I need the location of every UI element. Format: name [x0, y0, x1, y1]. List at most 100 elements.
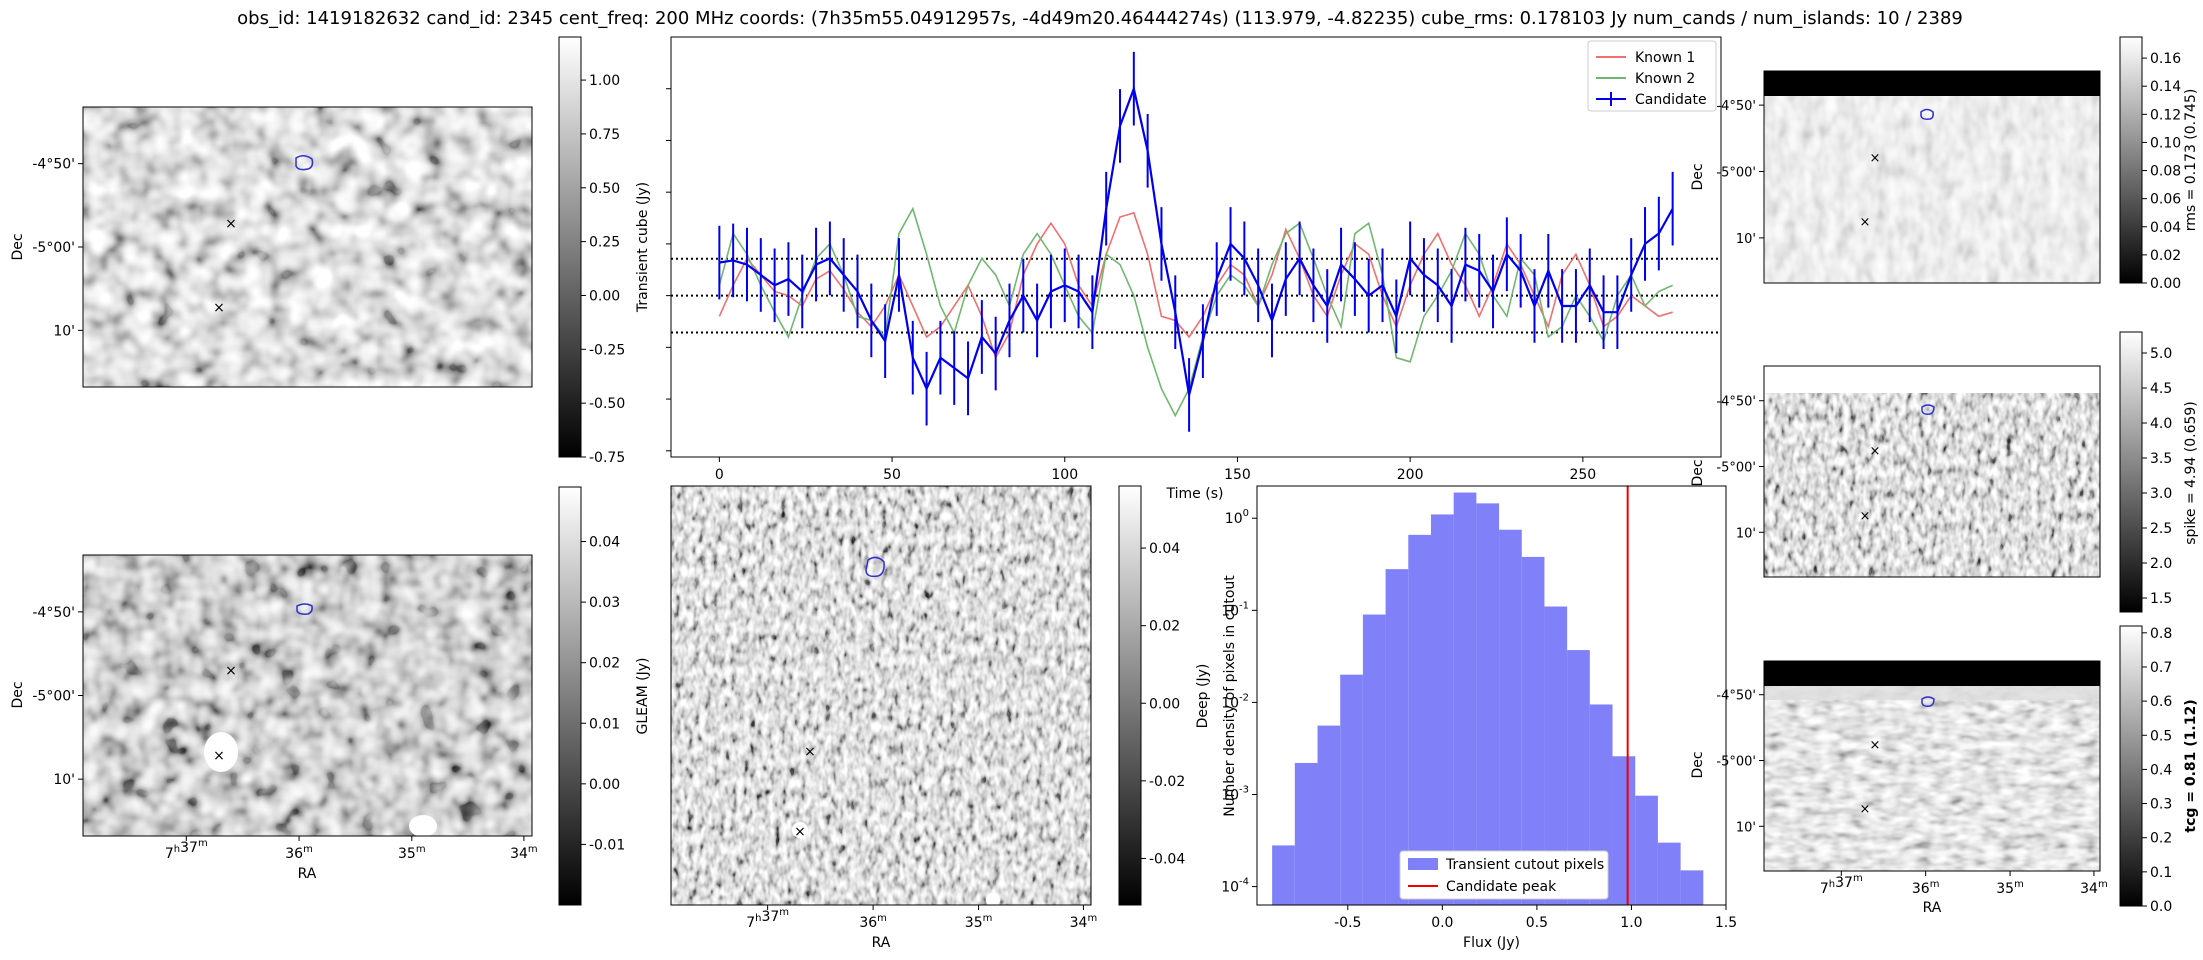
light-curve-chart: 0 50 100 150 200 250 Time (s) Transient cube (J…	[635, 36, 1722, 502]
colorbar-tick-label: 0.16	[2150, 51, 2181, 67]
transient-colorbar: 1.00 0.75 0.50 0.25 0.00 -0.25 -0.50 -0.75	[558, 36, 625, 466]
masked-band	[1764, 71, 2100, 96]
histogram-bar	[1499, 529, 1522, 905]
tcg-colorbar: 0.8 0.7 0.6 0.5 0.4 0.3 0.2 0.1 0.0 tcg = 0.81 (…	[2119, 625, 2199, 915]
ra-tick-label: 35m	[398, 844, 426, 862]
ra-axis-label: RA	[1923, 900, 1942, 916]
plot-area	[670, 36, 1722, 458]
spike-image-panel: × × -4°50' -5°00' 10' Dec	[1690, 365, 2101, 578]
colorbar-tick-label: 0.01	[589, 716, 620, 732]
candidate-marker: ×	[1870, 444, 1881, 459]
dec-tick-label: -5°00'	[32, 689, 75, 705]
x-tick-label: 100	[1051, 467, 1078, 483]
histogram-bar	[1544, 606, 1568, 905]
gleam-image	[83, 555, 532, 836]
spike-image	[1764, 393, 2100, 577]
colorbar-tick-label: 4.0	[2150, 416, 2172, 432]
x-tick-label: 0.0	[1431, 915, 1453, 931]
colorbar-tick-label: 5.0	[2150, 346, 2172, 362]
bright-source	[409, 815, 437, 837]
x-tick-label: -0.5	[1334, 915, 1361, 931]
series-line-known-1	[718, 211, 1673, 360]
candidate-marker: ×	[1870, 151, 1881, 166]
colorbar-tick-label: 0.00	[589, 288, 620, 304]
colorbar-tick-label: 0.03	[589, 595, 620, 611]
candidate-marker: ×	[1870, 738, 1881, 753]
colorbar-tick-label: 0.1	[2150, 865, 2172, 881]
histogram-bar	[1567, 650, 1590, 905]
histogram-bar	[1362, 614, 1386, 905]
x-tick-label: 200	[1397, 467, 1424, 483]
dec-tick-label: 10'	[1736, 526, 1756, 541]
colorbar-tick-label: 0.2	[2150, 831, 2172, 847]
colorbar-tick-label: 0.7	[2150, 660, 2172, 676]
source-contour	[295, 155, 314, 171]
dec-tick-label: 10'	[1736, 820, 1756, 835]
source-contour	[1921, 404, 1935, 415]
bright-source	[204, 732, 238, 772]
colorbar-tick-label: 0.02	[1149, 619, 1180, 635]
colorbar-tick-label: 0.0	[2150, 899, 2172, 915]
colorbar-tick-label: 0.50	[589, 181, 620, 197]
colorbar-tick-label: 3.0	[2150, 486, 2172, 502]
colorbar-tick-label: 0.02	[589, 656, 620, 672]
ra-axis-label: RA	[298, 866, 317, 882]
gleam-colorbar: 0.04 0.03 0.02 0.01 0.00 -0.01 GLEAM (Jy)	[558, 486, 651, 906]
colorbar-tick-label: 0.12	[2150, 107, 2181, 123]
y-tick-label: 10-3	[1221, 784, 1249, 803]
series-line-known-2	[718, 206, 1673, 418]
dec-tick-label: 10'	[1736, 232, 1756, 247]
tcg-image	[1764, 686, 2100, 871]
known-source-marker: ×	[213, 748, 225, 764]
dec-tick-label: -4°50'	[1716, 395, 1756, 410]
y-axis-label: Transient cube (Jy)	[635, 182, 651, 313]
colorbar-tick-label: 0.00	[2150, 276, 2181, 292]
dec-axis: -4°50' -5°00' 10'	[32, 157, 83, 339]
dec-tick-label: 10'	[53, 323, 75, 339]
y-tick-label: 10-4	[1221, 877, 1249, 896]
colorbar-tick-label: 0.04	[2150, 220, 2181, 236]
histogram-bar	[1294, 762, 1318, 905]
y-tick-label: 10-2	[1221, 692, 1249, 711]
colorbar-tick-label: 3.5	[2150, 451, 2172, 467]
candidate-marker: ×	[225, 663, 237, 679]
source-contour	[865, 556, 885, 578]
colorbar-tick-label: 0.04	[589, 535, 620, 551]
gleam-image-panel: × × -4°50' -5°00' 10' 7h37m 36m 35m 34m Dec R…	[10, 554, 538, 882]
legend-label: Transient cutout pixels	[1445, 857, 1604, 873]
legend-label: Candidate	[1635, 92, 1707, 108]
dec-axis-label: Dec	[1690, 459, 1706, 486]
x-tick-label: 150	[1224, 467, 1251, 483]
y-tick-label: 100	[1225, 508, 1249, 527]
colorbar-tick-label: -0.01	[589, 837, 625, 853]
known-source-marker: ×	[1860, 215, 1871, 230]
rms-image	[1764, 96, 2100, 283]
ra-tick-label: 35m	[1996, 879, 2024, 897]
colorbar-tick-label: 0.06	[2150, 192, 2181, 208]
rms-image-panel: × × -4°50' -5°00' 10' Dec	[1690, 70, 2101, 284]
flux-histogram-chart: -0.5 0.0 0.5 1.0 1.5 100 10-1 10-2 10-3 10-4 Flux …	[1221, 485, 1737, 951]
colorbar-tick-label: 0.00	[1149, 696, 1180, 712]
dec-tick-label: -4°50'	[1716, 689, 1756, 704]
dec-tick-label: -5°00'	[1716, 166, 1756, 181]
legend-swatch	[1408, 858, 1438, 870]
transient-image-panel: × × -4°50' -5°00' 10' Dec	[10, 106, 533, 388]
colorbar-label: spike = 4.94 (0.659)	[2183, 401, 2199, 545]
spike-colorbar: 5.0 4.5 4.0 3.5 3.0 2.5 2.0 1.5 spike = 4.94 (0…	[2119, 331, 2199, 613]
x-tick-label: 1.0	[1620, 915, 1642, 931]
y-axis-label: Number density of pixels in cutout	[1222, 575, 1238, 817]
dec-tick-label: -5°00'	[1716, 755, 1756, 770]
dec-axis-label: Dec	[1690, 163, 1706, 190]
ra-tick-label: 7h37m	[1820, 873, 1863, 897]
colorbar-label: Deep (Jy)	[1195, 664, 1211, 729]
x-axis-label: Time (s)	[1166, 486, 1224, 502]
colorbar-tick-label: -0.04	[1149, 851, 1185, 867]
series-line-candidate	[719, 84, 1674, 396]
colorbar-tick-label: 0.4	[2150, 762, 2172, 778]
figure-title: obs_id: 1419182632 cand_id: 2345 cent_fr…	[237, 8, 1963, 29]
colorbar-tick-label: 0.3	[2150, 797, 2172, 813]
dec-tick-label: -4°50'	[32, 605, 75, 621]
histogram-bar	[1612, 756, 1636, 905]
colorbar-tick-label: 2.0	[2150, 556, 2172, 572]
